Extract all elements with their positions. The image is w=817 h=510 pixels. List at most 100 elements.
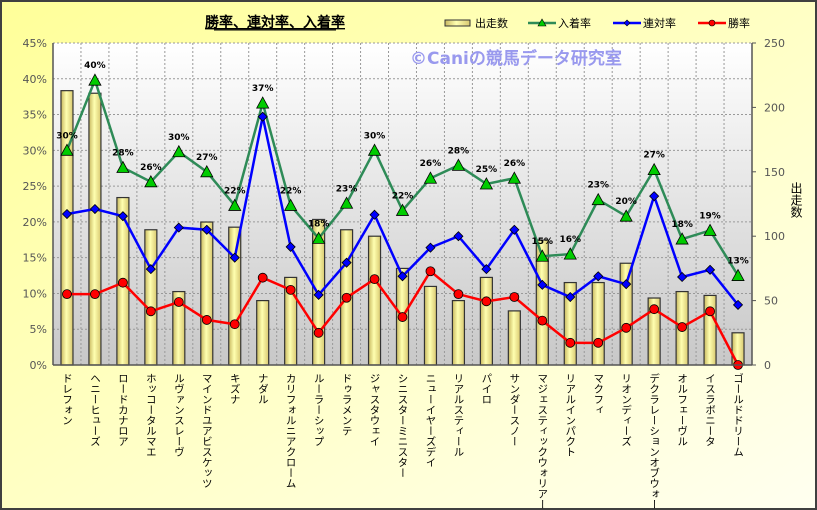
point-diamond <box>481 264 492 275</box>
point-triangle <box>563 247 577 260</box>
data-label: 27% <box>643 151 665 161</box>
x-tick-label: リアルスティール <box>452 373 464 457</box>
point-diamond <box>593 271 604 282</box>
point-triangle <box>591 192 605 206</box>
point-circle <box>285 284 296 295</box>
point-circle <box>369 274 380 285</box>
point-diamond <box>677 271 688 283</box>
point-diamond <box>229 252 240 263</box>
left-tick-label: 30% <box>23 144 47 157</box>
left-tick-label: 5% <box>30 323 47 336</box>
point-circle <box>257 272 268 283</box>
point-circle <box>621 322 632 333</box>
point-circle <box>425 266 436 277</box>
legend-marker <box>623 19 631 27</box>
bar-出走数 <box>507 310 521 366</box>
point-triangle <box>200 164 214 178</box>
x-tick-label: パイロ <box>480 373 492 405</box>
data-label: 22% <box>224 186 246 196</box>
point-diamond <box>173 222 184 233</box>
x-tick-label: ホッコータルマエ <box>145 373 157 457</box>
x-tick-label: キズナ <box>229 373 241 405</box>
point-triangle <box>479 177 494 190</box>
x-tick-label: ドレフォン <box>61 373 73 426</box>
point-triangle <box>283 198 298 211</box>
point-circle <box>201 315 212 325</box>
point-triangle <box>172 144 186 158</box>
point-diamond <box>649 191 660 202</box>
bar-出走数 <box>88 92 102 366</box>
data-label: 26% <box>140 163 162 173</box>
data-label: 23% <box>336 184 358 194</box>
right-tick-label: 150 <box>764 166 785 179</box>
left-tick-label: 10% <box>23 287 47 300</box>
legend-label: 連対率 <box>643 16 676 30</box>
bar-出走数 <box>423 285 438 366</box>
point-circle <box>397 312 408 322</box>
point-diamond <box>621 279 632 290</box>
x-tick-label: ゴールドドリーム <box>732 372 744 457</box>
data-label: 16% <box>559 235 581 245</box>
point-circle <box>62 289 72 300</box>
point-circle <box>229 319 240 330</box>
left-tick-label: 40% <box>23 73 47 86</box>
x-tick-label: リアルインパクト <box>564 373 576 457</box>
right-tick-label: 100 <box>764 230 785 243</box>
point-triangle <box>256 96 270 109</box>
point-triangle <box>535 249 549 262</box>
point-circle <box>173 297 184 307</box>
point-diamond <box>61 208 73 220</box>
point-diamond <box>285 241 296 252</box>
x-tick-label: ドゥラメンテ <box>341 373 353 436</box>
bar-出走数 <box>591 281 605 366</box>
bar-出走数 <box>256 300 270 366</box>
legend: 出走数 入着率 連対率 勝率 <box>444 16 750 30</box>
point-diamond <box>537 279 548 290</box>
bar-出走数 <box>200 221 214 366</box>
data-label: 26% <box>504 159 526 169</box>
legend-label: 入着率 <box>558 16 591 30</box>
point-diamond <box>341 257 352 268</box>
point-diamond <box>145 264 156 275</box>
bar-出走数 <box>619 262 633 366</box>
bar-出走数 <box>703 294 717 366</box>
point-circle <box>118 277 128 288</box>
data-label: 22% <box>392 191 414 201</box>
right-tick-label: 200 <box>764 101 785 114</box>
point-circle <box>677 322 687 332</box>
legend-marker <box>708 19 716 27</box>
x-tick-label: ヘニーヒューズ <box>89 373 101 447</box>
point-triangle <box>423 171 438 184</box>
point-triangle <box>228 198 242 211</box>
point-triangle <box>367 143 382 156</box>
x-tick-label: マジェスティックウォリアー <box>536 373 548 510</box>
bar-出走数 <box>479 276 493 366</box>
point-triangle <box>507 171 522 184</box>
bar-出走数 <box>451 300 466 366</box>
point-triangle <box>619 209 633 222</box>
data-label: 30% <box>168 133 190 143</box>
axes-labels: 0% 5% 10% 15% 20% 25% 30% 35% 40% 45% 0 50 100 150 200… <box>23 37 785 510</box>
point-diamond <box>313 289 324 300</box>
legend-bar-swatch <box>444 19 471 27</box>
point-circle <box>341 292 352 303</box>
legend-label: 出走数 <box>475 16 508 30</box>
point-circle <box>481 296 492 307</box>
point-triangle <box>647 162 661 176</box>
data-label: 37% <box>252 84 274 94</box>
data-label: 22% <box>280 186 302 196</box>
bar-出走数 <box>228 226 242 366</box>
x-tick-label: マインドユアビスケッツ <box>201 373 213 489</box>
point-triangle <box>144 174 158 188</box>
point-triangle <box>731 268 745 281</box>
x-tick-label: サンダースノー <box>508 373 520 447</box>
right-tick-label: 50 <box>764 295 778 308</box>
x-tick-label: リオンディーズ <box>620 373 632 447</box>
left-tick-label: 15% <box>23 252 47 265</box>
point-triangle <box>311 231 326 244</box>
chart-title: 勝率、連対率、入着率 <box>205 14 345 31</box>
x-tick-label: マクフィ <box>592 373 604 415</box>
x-tick-label: オルフェーヴル <box>676 373 688 447</box>
data-label: 27% <box>196 153 218 163</box>
